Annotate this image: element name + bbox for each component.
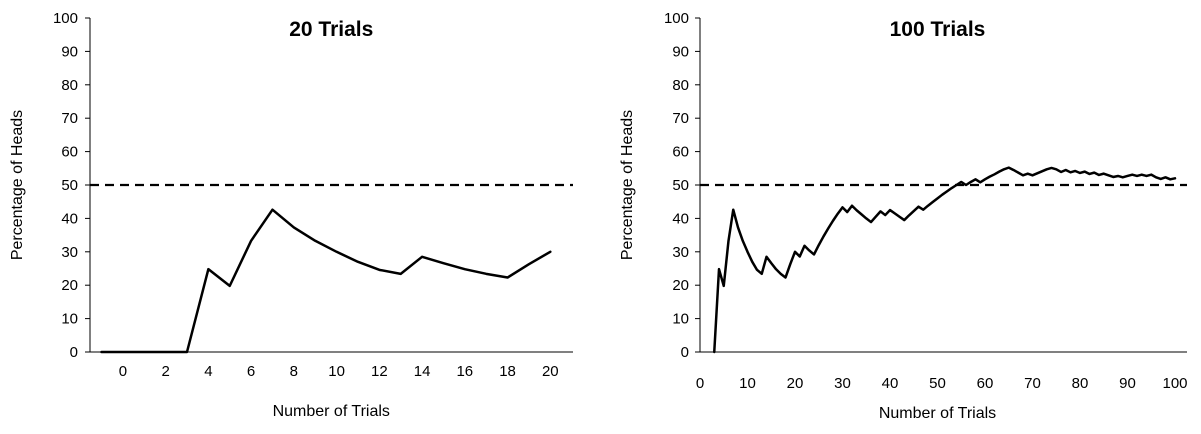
chart-panel-2: 100 Trials 0 10 20 30 40 50 60 70 80 90 100 0 10 20 30 4… [619,10,1188,422]
series-line [713,166,1177,354]
y-tick-label: 20 [672,277,689,294]
y-tick-label: 60 [672,144,689,161]
y-tick-label: 90 [61,43,78,60]
x-axis-label: Number of Trials [879,405,996,422]
y-tick-label: 30 [672,244,689,261]
x-tick-label: 100 [1162,375,1187,392]
x-tick-label: 70 [1024,375,1041,392]
x-tick-label: 10 [739,375,756,392]
y-tick-label: 10 [672,311,689,328]
y-axis-label: Percentage of Heads [619,110,636,260]
y-axis-label: Percentage of Heads [9,110,26,260]
x-tick-label: 30 [834,375,851,392]
y-tick-label: 70 [672,110,689,127]
chart-panel-1: 20 Trials 0 10 20 30 40 50 60 70 80 90 100 0 2 4 6 8 10 12… [9,10,573,420]
chart-title: 100 Trials [890,18,986,41]
x-tick-label: 50 [929,375,946,392]
x-tick-label: 4 [204,363,212,380]
y-tick-label: 0 [681,344,689,361]
x-tick-label: 2 [161,363,169,380]
x-tick-label: 60 [977,375,994,392]
y-tick-label: 30 [61,244,78,261]
x-tick-label: 18 [499,363,516,380]
x-tick-label: 0 [119,363,127,380]
y-tick-label: 80 [61,77,78,94]
x-tick-label: 8 [290,363,298,380]
series-line [100,208,552,354]
y-tick-label: 10 [61,311,78,328]
x-tick-label: 20 [787,375,804,392]
y-tick-label: 0 [70,344,78,361]
x-tick-label: 40 [882,375,899,392]
x-axis-label: Number of Trials [273,403,390,420]
y-tick-label: 20 [61,277,78,294]
y-tick-label: 90 [672,43,689,60]
x-tick-label: 12 [371,363,388,380]
y-tick-label: 100 [53,10,78,27]
y-tick-label: 80 [672,77,689,94]
y-tick-label: 40 [672,210,689,227]
x-tick-label: 10 [328,363,345,380]
y-tick-label: 70 [61,110,78,127]
y-tick-label: 100 [664,10,689,27]
x-tick-label: 20 [542,363,559,380]
x-tick-label: 14 [414,363,431,380]
y-tick-label: 60 [61,144,78,161]
x-tick-label: 80 [1072,375,1089,392]
y-tick-label: 40 [61,210,78,227]
y-tick-label: 50 [672,177,689,194]
y-tick-label: 50 [61,177,78,194]
x-tick-label: 6 [247,363,255,380]
x-tick-label: 0 [696,375,704,392]
x-tick-label: 90 [1119,375,1136,392]
x-tick-label: 16 [456,363,473,380]
chart-title: 20 Trials [289,18,373,41]
